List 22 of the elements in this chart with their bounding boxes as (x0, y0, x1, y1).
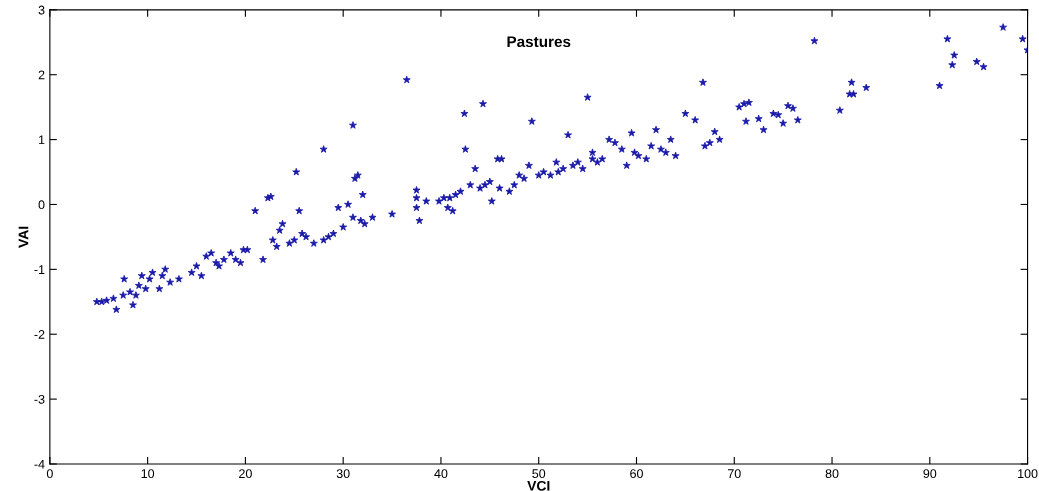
x-tick-label: 0 (46, 469, 53, 479)
y-tick-label: 3 (38, 5, 45, 15)
y-tick-label: -1 (34, 265, 45, 274)
x-tick-label: 90 (923, 469, 937, 479)
x-axis-title: VCI (527, 480, 550, 491)
x-tick-label: 50 (532, 469, 546, 479)
x-tick-label: 30 (336, 469, 350, 479)
x-tick-label: 80 (825, 469, 839, 479)
x-tick-label: 70 (727, 469, 741, 479)
x-tick-label: 10 (141, 469, 155, 479)
y-tick-label: -4 (34, 459, 45, 469)
x-tick-label: 20 (239, 469, 252, 479)
y-tick-label: 2 (38, 70, 45, 80)
text: Pastures (507, 36, 571, 48)
x-tick-label: 40 (434, 469, 448, 479)
y-tick-label: -2 (34, 330, 45, 339)
y-tick-label: 1 (39, 135, 45, 145)
x-tick-label: 100 (1018, 469, 1038, 479)
y-tick-label: 0 (38, 200, 45, 210)
y-axis-title: VAI (18, 226, 29, 248)
y-tick-label: -3 (34, 394, 45, 404)
x-tick-label: 60 (630, 469, 643, 479)
